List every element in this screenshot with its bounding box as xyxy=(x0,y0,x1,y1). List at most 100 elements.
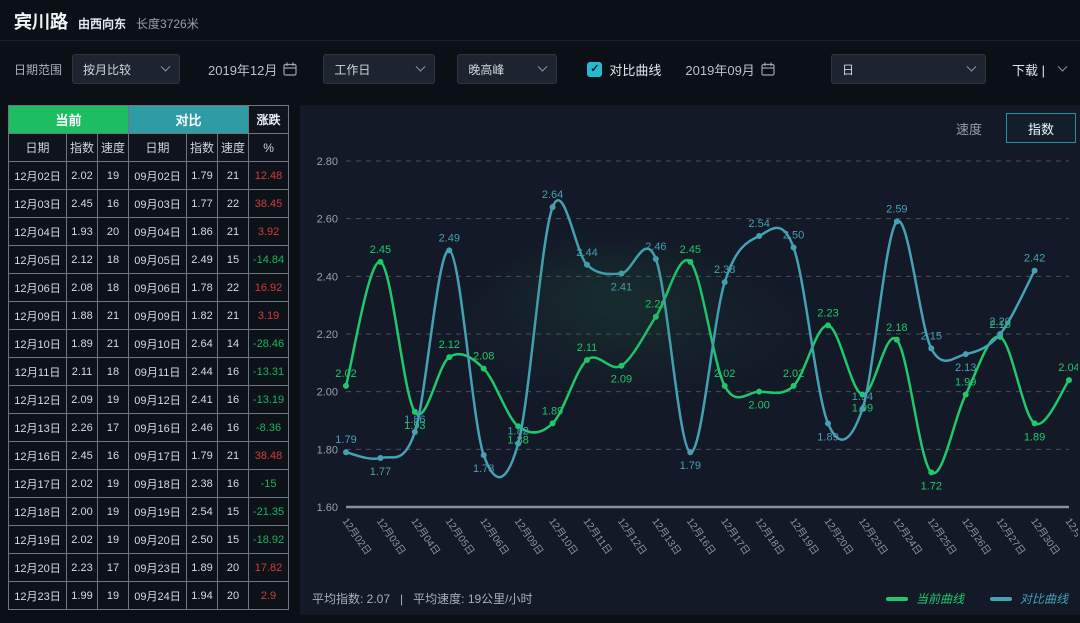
table-body: 12月02日 2.02 19 09月02日 1.79 21 12.48 12月03日 2.45 1… xyxy=(8,161,290,610)
svg-text:12月09日: 12月09日 xyxy=(512,516,546,557)
chevron-down-icon xyxy=(537,61,548,72)
compare-speed-cell: 21 xyxy=(217,301,250,330)
svg-text:12月19日: 12月19日 xyxy=(787,516,821,557)
download-button[interactable]: 下载 | xyxy=(1012,60,1068,79)
compare-speed-cell: 15 xyxy=(217,497,250,526)
group-header-change: 涨跌 xyxy=(248,105,290,134)
compare-index-cell: 2.44 xyxy=(186,357,219,386)
current-date-cell: 12月16日 xyxy=(8,441,67,470)
change-pct-cell: -15 xyxy=(248,469,290,498)
table-row[interactable]: 12月17日 2.02 19 09月18日 2.38 16 -15 xyxy=(8,469,290,498)
svg-text:12月12日: 12月12日 xyxy=(615,516,649,557)
compare-speed-cell: 16 xyxy=(217,413,250,442)
change-pct-cell: -13.31 xyxy=(248,357,290,386)
chevron-down-icon xyxy=(1057,61,1068,72)
table-row[interactable]: 12月16日 2.45 16 09月17日 1.79 21 38.48 xyxy=(8,441,290,470)
compare-curve-toggle[interactable]: ✓ 对比曲线 xyxy=(587,60,661,79)
compare-speed-cell: 15 xyxy=(217,525,250,554)
tab-index[interactable]: 指数 xyxy=(1006,113,1076,143)
current-index-cell: 2.23 xyxy=(66,553,98,582)
svg-text:1.60: 1.60 xyxy=(317,502,338,514)
table-row[interactable]: 12月12日 2.09 19 09月12日 2.41 16 -13.19 xyxy=(8,385,290,414)
tab-speed[interactable]: 速度 xyxy=(955,121,982,137)
table-row[interactable]: 12月10日 1.89 21 09月10日 2.64 14 -28.46 xyxy=(8,329,290,358)
compare-index-cell: 1.78 xyxy=(186,273,219,302)
col-change-pct: % xyxy=(248,133,290,162)
svg-text:12月20日: 12月20日 xyxy=(822,516,856,557)
col-date: 日期 xyxy=(8,133,67,162)
svg-text:2.04: 2.04 xyxy=(1058,362,1078,374)
svg-text:2.44: 2.44 xyxy=(576,247,597,259)
table-row[interactable]: 12月03日 2.45 16 09月03日 1.77 22 38.45 xyxy=(8,189,290,218)
current-speed-cell: 16 xyxy=(96,441,130,470)
current-date-cell: 12月18日 xyxy=(8,497,67,526)
svg-text:2.45: 2.45 xyxy=(680,244,701,256)
current-date-cell: 12月03日 xyxy=(8,189,67,218)
legend-current-curve[interactable]: 当前曲线 xyxy=(885,590,964,607)
index-trend-chart[interactable]: 1.60 1.80 2.00 2.20 2.40 2.60 2.80 12月02日 12月03日… xyxy=(300,145,1080,583)
current-speed-cell: 19 xyxy=(96,385,130,414)
compare-speed-cell: 20 xyxy=(217,581,250,610)
group-header-current: 当前 xyxy=(7,105,130,134)
compare-mode-select[interactable]: 按月比较 xyxy=(72,54,181,84)
col-compare-date: 日期 xyxy=(128,133,188,162)
table-row[interactable]: 12月13日 2.26 17 09月16日 2.46 16 -8.36 xyxy=(8,413,290,442)
current-speed-cell: 18 xyxy=(96,357,130,386)
table-row[interactable]: 12月19日 2.02 19 09月20日 2.50 15 -18.92 xyxy=(8,525,290,554)
svg-text:2.46: 2.46 xyxy=(645,241,666,253)
table-row[interactable]: 12月11日 2.11 18 09月11日 2.44 16 -13.31 xyxy=(8,357,290,386)
svg-text:12月10日: 12月10日 xyxy=(546,516,580,557)
table-row[interactable]: 12月09日 1.88 21 09月09日 1.82 21 3.19 xyxy=(8,301,290,330)
svg-text:1.78: 1.78 xyxy=(473,463,494,475)
avg-speed-text: 平均速度: 19公里/小时 xyxy=(413,592,533,606)
day-type-select[interactable]: 工作日 xyxy=(323,54,436,84)
table-row[interactable]: 12月04日 1.93 20 09月04日 1.86 21 3.92 xyxy=(8,217,290,246)
svg-text:12月31日: 12月31日 xyxy=(1063,516,1078,557)
table-row[interactable]: 12月18日 2.00 19 09月19日 2.54 15 -21.35 xyxy=(8,497,290,526)
compare-index-cell: 2.46 xyxy=(186,413,219,442)
svg-text:2.00: 2.00 xyxy=(748,400,769,412)
table-row[interactable]: 12月05日 2.12 18 09月05日 2.49 15 -14.84 xyxy=(8,245,290,274)
table-row[interactable]: 12月20日 2.23 17 09月23日 1.89 20 17.82 xyxy=(8,553,290,582)
svg-text:1.89: 1.89 xyxy=(1024,431,1045,443)
road-length: 长度3726米 xyxy=(136,17,199,31)
legend-compare-curve[interactable]: 对比曲线 xyxy=(989,590,1068,607)
change-pct-cell: 3.19 xyxy=(248,301,290,330)
filter-toolbar: 日期范围 按月比较 2019年12月 工作日 晚高峰 ✓ 对比曲线 xyxy=(0,41,1080,97)
current-index-cell: 2.02 xyxy=(66,469,98,498)
current-speed-cell: 16 xyxy=(96,189,130,218)
svg-text:2.80: 2.80 xyxy=(317,156,338,168)
page-title: 宾川路 xyxy=(14,12,68,32)
current-date-cell: 12月06日 xyxy=(8,273,67,302)
compare-date-cell: 09月06日 xyxy=(128,273,188,302)
compare-index-cell: 2.64 xyxy=(186,329,219,358)
svg-text:1.80: 1.80 xyxy=(317,444,338,456)
svg-text:2.38: 2.38 xyxy=(714,264,735,276)
current-index-cell: 2.09 xyxy=(66,385,98,414)
svg-text:2.59: 2.59 xyxy=(886,204,907,216)
change-pct-cell: 17.82 xyxy=(248,553,290,582)
current-speed-cell: 21 xyxy=(96,329,130,358)
compare-speed-cell: 22 xyxy=(217,189,250,218)
table-row[interactable]: 12月02日 2.02 19 09月02日 1.79 21 12.48 xyxy=(8,161,290,190)
svg-text:2.41: 2.41 xyxy=(611,281,632,293)
change-pct-cell: 16.92 xyxy=(248,273,290,302)
svg-text:1.77: 1.77 xyxy=(370,466,391,478)
current-month-value: 2019年12月 xyxy=(208,62,278,78)
current-month-picker[interactable]: 2019年12月 xyxy=(208,60,298,79)
compare-month-picker[interactable]: 2019年09月 xyxy=(685,60,775,79)
svg-text:12月25日: 12月25日 xyxy=(925,516,959,557)
compare-mode-value: 按月比较 xyxy=(83,62,132,77)
compare-index-cell: 2.41 xyxy=(186,385,219,414)
compare-month-value: 2019年09月 xyxy=(685,62,755,78)
table-row[interactable]: 12月06日 2.08 18 09月06日 1.78 22 16.92 xyxy=(8,273,290,302)
granularity-select[interactable]: 日 xyxy=(831,54,986,84)
compare-index-cell: 1.79 xyxy=(186,441,219,470)
change-pct-cell: 2.9 xyxy=(248,581,290,610)
svg-text:12月24日: 12月24日 xyxy=(890,516,924,557)
svg-text:1.89: 1.89 xyxy=(542,405,563,417)
table-row[interactable]: 12月23日 1.99 19 09月24日 1.94 20 2.9 xyxy=(8,581,290,610)
current-speed-cell: 19 xyxy=(96,525,130,554)
peak-period-select[interactable]: 晚高峰 xyxy=(457,54,558,84)
checkbox-checked-icon[interactable]: ✓ xyxy=(587,61,603,77)
